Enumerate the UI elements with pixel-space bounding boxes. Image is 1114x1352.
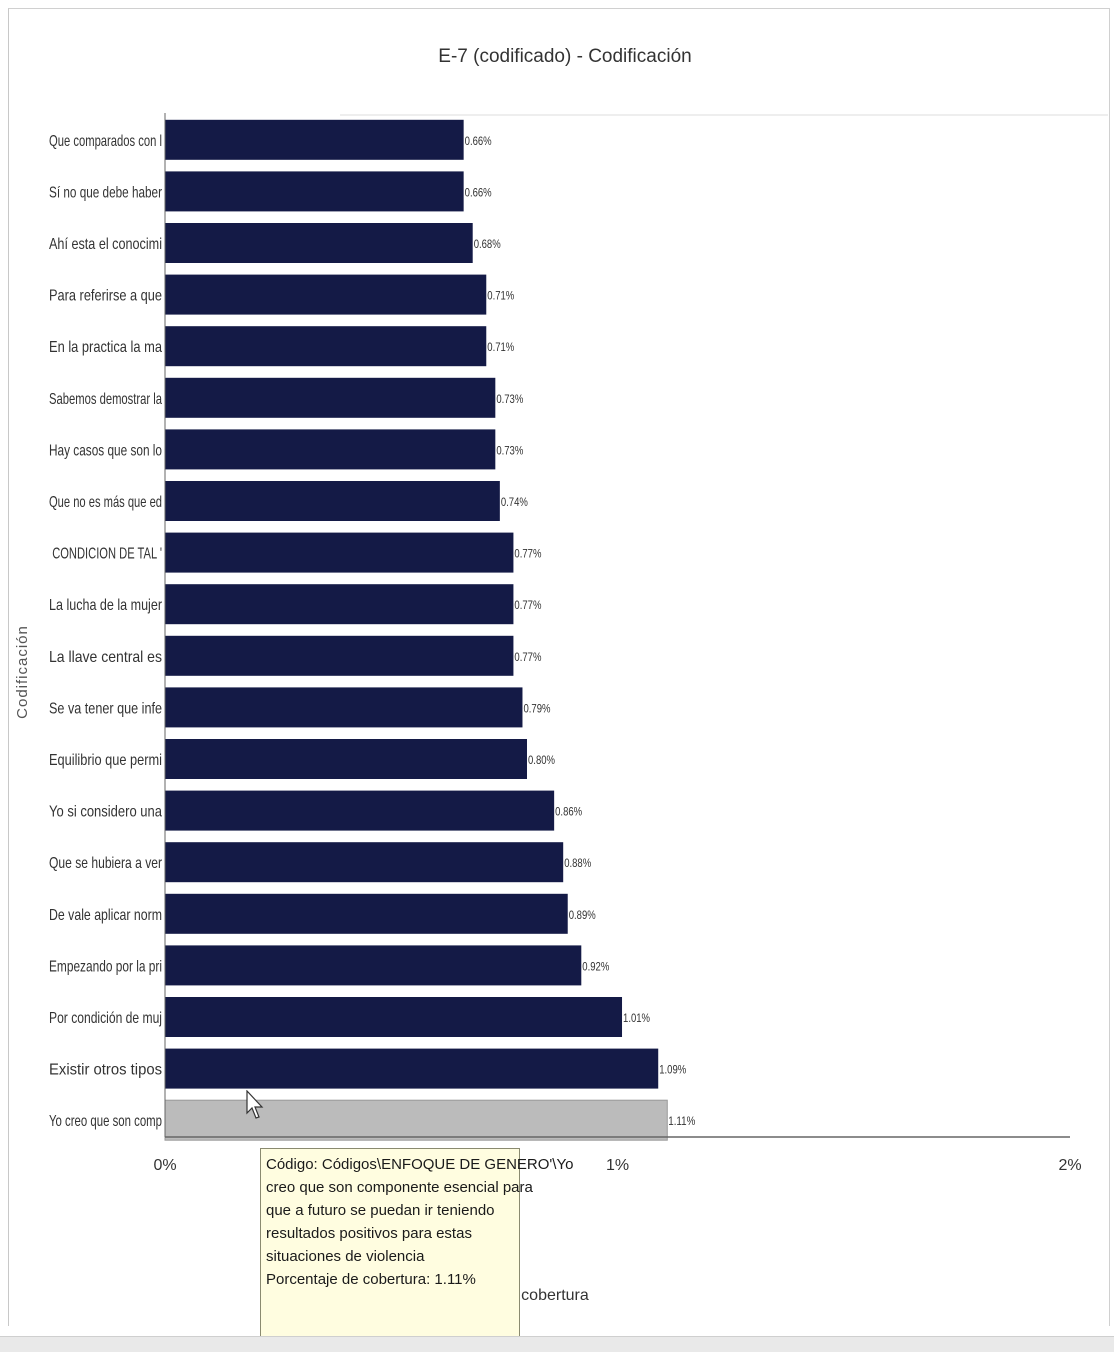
category-label: Yo creo que son comp	[49, 1113, 162, 1130]
bar[interactable]	[165, 481, 500, 521]
category-label: Existir otros tipos	[49, 1062, 162, 1079]
bar-value-label: 0.80%	[528, 753, 555, 767]
category-label: Que comparados con l	[49, 133, 162, 150]
bar-value-label: 0.66%	[465, 185, 492, 199]
bar[interactable]	[165, 429, 496, 470]
category-label: Para referirse a que	[49, 288, 162, 305]
bar-value-label: 0.66%	[465, 134, 492, 148]
bar[interactable]	[165, 635, 514, 676]
tooltip-line: Porcentaje de cobertura: 1.11%	[266, 1271, 476, 1288]
tooltip-line: situaciones de violencia	[266, 1248, 425, 1265]
bar[interactable]	[165, 790, 555, 831]
bar[interactable]	[165, 326, 487, 367]
bar-value-label: 0.71%	[487, 289, 514, 303]
bar-value-label: 0.73%	[496, 443, 523, 457]
category-label: En la practica la ma	[49, 339, 162, 356]
tooltip-line: resultados positivos para estas	[266, 1225, 472, 1242]
bar[interactable]	[165, 532, 514, 573]
bar-value-label: 0.71%	[487, 340, 514, 354]
category-label: Sabemos demostrar la	[49, 391, 162, 408]
bar[interactable]	[165, 739, 527, 779]
bar[interactable]	[165, 893, 568, 934]
bar[interactable]	[165, 274, 487, 315]
bar-value-label: 0.79%	[523, 701, 550, 715]
bar-value-label: 0.74%	[501, 495, 528, 509]
mouse-cursor-icon	[246, 1090, 264, 1119]
bar-value-label: 1.01%	[623, 1011, 650, 1025]
bar[interactable]	[165, 842, 564, 883]
bar-value-label: 0.86%	[555, 805, 582, 819]
category-label: Empezando por la pri	[49, 958, 162, 975]
bar-value-label: 0.92%	[582, 959, 609, 973]
tooltip-line: Código: Códigos\ENFOQUE DE GENERO'\Yo	[266, 1156, 574, 1173]
bar-value-label: 0.68%	[474, 237, 501, 251]
category-label: Yo si considero una	[49, 804, 162, 821]
category-label: Sí no que debe haber	[49, 184, 162, 201]
tooltip-line: que a futuro se puedan ir teniendo	[266, 1202, 495, 1219]
bar[interactable]	[165, 945, 582, 986]
bar[interactable]	[165, 1048, 659, 1089]
category-label: La llave central es	[49, 649, 162, 666]
bar-value-label: 0.77%	[514, 650, 541, 664]
bar-tooltip: Código: Códigos\ENFOQUE DE GENERO'\Yo cre…	[260, 1148, 574, 1346]
category-label: Ahí esta el conocimi	[49, 236, 162, 253]
bar-value-label: 0.88%	[564, 856, 591, 870]
tooltip-line: creo que son componente esencial para	[266, 1179, 533, 1196]
y-axis-label: Codificación	[14, 625, 31, 719]
x-tick-label: 1%	[606, 1157, 629, 1174]
bar[interactable]	[165, 687, 523, 728]
bar[interactable]	[165, 223, 473, 263]
bar[interactable]	[165, 119, 464, 160]
category-label: CONDICION DE TAL '	[52, 546, 162, 563]
category-label: La lucha de la mujer	[49, 597, 163, 614]
status-bar	[0, 1336, 1114, 1352]
bar-value-label: 0.77%	[514, 547, 541, 561]
x-tick-label: 0%	[153, 1157, 176, 1174]
bar[interactable]	[165, 997, 623, 1037]
bar-value-label: 0.73%	[496, 392, 523, 406]
bar[interactable]	[165, 171, 464, 212]
bar[interactable]	[165, 584, 514, 625]
category-label: Hay casos que son lo	[49, 442, 162, 459]
bar-value-label: 1.11%	[668, 1114, 695, 1128]
category-label: Por condición de muj	[49, 1010, 162, 1027]
bar-value-label: 0.89%	[569, 908, 596, 922]
x-tick-label: 2%	[1058, 1157, 1081, 1174]
category-label: Equilibrio que permi	[49, 752, 162, 769]
category-label: De vale aplicar norm	[49, 907, 162, 924]
category-label: Que no es más que ed	[49, 494, 162, 511]
bar[interactable]	[164, 1099, 668, 1141]
bar-value-label: 0.77%	[514, 598, 541, 612]
chart-title: E-7 (codificado) - Codificación	[438, 46, 691, 67]
bar[interactable]	[165, 377, 496, 418]
bar-value-label: 1.09%	[659, 1063, 686, 1077]
chart-frame	[8, 8, 1110, 1326]
category-label: Se va tener que infe	[49, 700, 162, 717]
category-label: Que se hubiera a ver	[49, 855, 163, 872]
